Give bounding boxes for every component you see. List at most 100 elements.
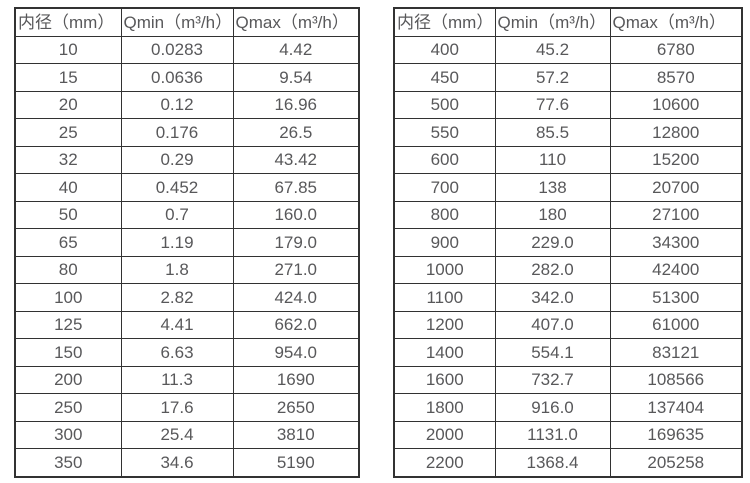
table-cell: 800	[393, 200, 496, 229]
table-cell: 0.29	[120, 145, 234, 174]
table-cell: 67.85	[232, 173, 360, 202]
table-cell: 20700	[609, 173, 743, 202]
table-cell: 160.0	[232, 200, 360, 229]
table-cell: 100	[14, 283, 122, 312]
table-row: 125 4.41 662.0	[14, 310, 360, 339]
table-row: 80 1.8 271.0	[14, 255, 360, 284]
table-cell: 1200	[393, 310, 496, 339]
table-cell: 600	[393, 145, 496, 174]
table-cell: 342.0	[494, 283, 611, 312]
table-row: 2200 1368.4 205258	[393, 448, 743, 477]
table-cell: 0.7	[120, 200, 234, 229]
table-row: 250 17.6 2650	[14, 393, 360, 422]
table-row: 550 85.5 12800	[393, 118, 743, 147]
table-cell: 916.0	[494, 393, 611, 422]
table-row: 700 138 20700	[393, 173, 743, 202]
table-cell: 40	[14, 173, 122, 202]
table-row: 400 45.2 6780	[393, 35, 743, 64]
table-cell: 10600	[609, 90, 743, 119]
table-cell: 25.4	[120, 420, 234, 449]
table-cell: 6.63	[120, 338, 234, 367]
table-cell: 2.82	[120, 283, 234, 312]
table-row: 1600 732.7 108566	[393, 365, 743, 394]
table-cell: 4.41	[120, 310, 234, 339]
column-header: 内径（mm）	[393, 7, 496, 37]
table-cell: 229.0	[494, 228, 611, 257]
table-cell: 61000	[609, 310, 743, 339]
table-cell: 407.0	[494, 310, 611, 339]
table-cell: 732.7	[494, 365, 611, 394]
table-cell: 20	[14, 90, 122, 119]
flow-range-table-small-diameters: 内径（mm） Qmin（m³/h） Qmax（m³/h） 10 0.0283 4.42 15…	[14, 7, 360, 478]
table-cell: 2200	[393, 448, 496, 477]
table-cell: 150	[14, 338, 122, 367]
table-cell: 5190	[232, 448, 360, 477]
table-cell: 27100	[609, 200, 743, 229]
table-cell: 500	[393, 90, 496, 119]
table-cell: 2650	[232, 393, 360, 422]
table-cell: 108566	[609, 365, 743, 394]
table-cell: 1000	[393, 255, 496, 284]
table-cell: 450	[393, 63, 496, 92]
table-cell: 25	[14, 118, 122, 147]
table-row: 450 57.2 8570	[393, 63, 743, 92]
table-cell: 80	[14, 255, 122, 284]
table-cell: 0.0636	[120, 63, 234, 92]
table-cell: 1690	[232, 365, 360, 394]
table-cell: 282.0	[494, 255, 611, 284]
table-cell: 0.176	[120, 118, 234, 147]
table-cell: 300	[14, 420, 122, 449]
column-header: Qmin（m³/h）	[120, 7, 234, 37]
table-cell: 10	[14, 35, 122, 64]
table-cell: 16.96	[232, 90, 360, 119]
table-row: 1100 342.0 51300	[393, 283, 743, 312]
column-header: Qmax（m³/h）	[609, 7, 743, 37]
table-row: 25 0.176 26.5	[14, 118, 360, 147]
table-cell: 1600	[393, 365, 496, 394]
table-cell: 138	[494, 173, 611, 202]
table-cell: 12800	[609, 118, 743, 147]
table-cell: 700	[393, 173, 496, 202]
table-cell: 42400	[609, 255, 743, 284]
column-header: 内径（mm）	[14, 7, 122, 37]
table-row: 40 0.452 67.85	[14, 173, 360, 202]
table-cell: 85.5	[494, 118, 611, 147]
table-cell: 15	[14, 63, 122, 92]
table-row: 2000 1131.0 169635	[393, 420, 743, 449]
table-cell: 200	[14, 365, 122, 394]
flow-range-table-large-diameters: 内径（mm） Qmin（m³/h） Qmax（m³/h） 400 45.2 6780 450…	[393, 7, 743, 478]
table-cell: 125	[14, 310, 122, 339]
table-row: 10 0.0283 4.42	[14, 35, 360, 64]
table-cell: 34300	[609, 228, 743, 257]
table-row: 1400 554.1 83121	[393, 338, 743, 367]
table-cell: 271.0	[232, 255, 360, 284]
table-cell: 550	[393, 118, 496, 147]
table-cell: 250	[14, 393, 122, 422]
table-cell: 1.8	[120, 255, 234, 284]
table-row: 20 0.12 16.96	[14, 90, 360, 119]
table-cell: 169635	[609, 420, 743, 449]
table-cell: 11.3	[120, 365, 234, 394]
table-cell: 662.0	[232, 310, 360, 339]
table-row: 600 110 15200	[393, 145, 743, 174]
table-cell: 32	[14, 145, 122, 174]
table-row: 900 229.0 34300	[393, 228, 743, 257]
table-row: 300 25.4 3810	[14, 420, 360, 449]
table-cell: 954.0	[232, 338, 360, 367]
table-row: 32 0.29 43.42	[14, 145, 360, 174]
table-cell: 77.6	[494, 90, 611, 119]
table-cell: 554.1	[494, 338, 611, 367]
table-cell: 65	[14, 228, 122, 257]
table-cell: 83121	[609, 338, 743, 367]
table-cell: 179.0	[232, 228, 360, 257]
table-cell: 8570	[609, 63, 743, 92]
table-cell: 0.0283	[120, 35, 234, 64]
table-cell: 3810	[232, 420, 360, 449]
table-cell: 34.6	[120, 448, 234, 477]
table-row: 350 34.6 5190	[14, 448, 360, 477]
table-cell: 900	[393, 228, 496, 257]
table-cell: 137404	[609, 393, 743, 422]
table-cell: 1100	[393, 283, 496, 312]
table-row: 800 180 27100	[393, 200, 743, 229]
